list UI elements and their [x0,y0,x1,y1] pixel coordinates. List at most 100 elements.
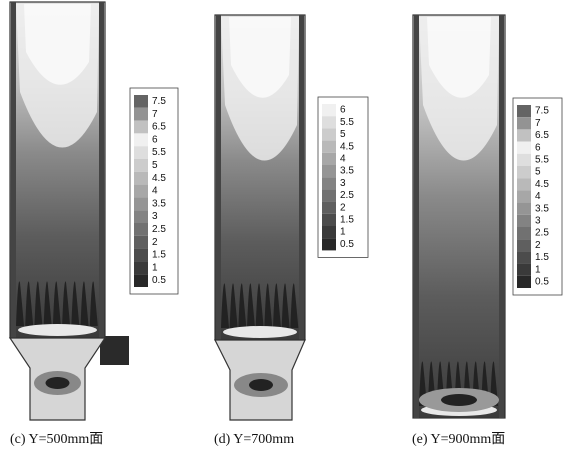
contour-finger [273,283,281,328]
legend-swatch [134,223,148,236]
legend-label: 4 [152,186,158,197]
contour-finger [16,281,24,326]
legend-label: 0.5 [152,275,166,286]
contour-finger [264,283,273,328]
contour-region [229,17,291,98]
contour-finger [34,281,43,326]
legend-label: 5.5 [535,155,549,166]
contour-finger [221,283,229,328]
legend-label: 1.5 [340,215,354,226]
legend-swatch [134,146,148,159]
legend-label: 2 [535,240,541,251]
wall-region [99,2,104,338]
legend-label: 4.5 [535,179,549,190]
legend-label: 6 [340,105,346,116]
contour-region [427,17,491,98]
legend-swatch [134,184,148,198]
legend-label: 5.5 [340,117,354,128]
contour-finger [247,283,255,328]
wall-region [499,15,504,418]
legend-swatch [322,213,336,226]
legend-label: 7.5 [535,106,549,117]
contour-finger [255,283,264,328]
legend-swatch [322,116,336,129]
legend-swatch [517,129,531,142]
contour-finger [25,281,34,326]
legend-swatch [517,178,531,191]
legend-label: 3.5 [535,203,549,214]
legend-label: 2.5 [152,224,166,235]
caption: (c) Y=500mm面 [10,432,103,447]
legend-swatch [517,105,531,118]
legend-swatch [517,190,531,203]
contour-finger [281,283,290,328]
legend-label: 0.5 [340,239,354,250]
legend-label: 4 [535,191,541,202]
legend-label: 6 [152,134,158,145]
legend-swatch [517,166,531,179]
legend-label: 1 [340,227,346,238]
inlet-block [100,336,129,365]
legend-swatch [134,159,148,172]
caption: (d) Y=700mm [214,432,294,447]
legend-label: 1 [152,262,158,273]
contour-region [249,379,273,391]
contour-region [18,324,97,336]
legend-swatch [134,95,148,108]
contour-region [24,4,91,85]
legend-swatch [134,107,148,121]
legend-swatch [134,261,148,275]
legend-swatch [134,120,148,134]
contour-finger [62,281,71,326]
legend-label: 1 [535,264,541,275]
legend-label: 0.5 [535,277,549,288]
legend-label: 7 [152,109,158,120]
legend-label: 3 [535,216,541,227]
legend-swatch [134,235,148,249]
legend-label: 2.5 [340,190,354,201]
legend-label: 1.5 [152,250,166,261]
legend-label: 4.5 [152,173,166,184]
legend-label: 2.5 [535,228,549,239]
legend-swatch [322,177,336,190]
legend-swatch [517,214,531,227]
legend-swatch [134,210,148,223]
legend-swatch [322,238,336,251]
legend-label: 3.5 [152,198,166,209]
wall-region [299,15,304,340]
contour-finger [238,283,247,328]
legend-swatch [322,189,336,202]
legend-label: 7.5 [152,96,166,107]
legend-label: 1.5 [535,252,549,263]
legend-label: 3 [340,178,346,189]
wall-region [216,15,221,340]
legend-label: 4 [340,154,346,165]
legend-label: 2 [152,237,158,248]
legend-label: 5 [535,167,541,178]
legend-swatch [322,152,336,165]
legend-swatch [517,117,531,130]
legend-label: 6.5 [152,122,166,133]
contour-finger [229,283,238,328]
contour-finger [290,283,299,328]
legend-swatch [134,274,148,287]
legend-label: 5.5 [152,147,166,158]
contour-region [223,326,297,338]
contour-finger [52,281,61,326]
legend-swatch [517,251,531,264]
legend-swatch [322,128,336,141]
caption: (e) Y=900mm面 [412,432,505,447]
legend-swatch [134,197,148,211]
legend-label: 6.5 [535,130,549,141]
wall-region [414,15,419,418]
legend-swatch [517,263,531,276]
legend-label: 2 [340,202,346,213]
legend-swatch [322,140,336,153]
legend-label: 3 [152,211,158,222]
legend-label: 3.5 [340,166,354,177]
legend-label: 4.5 [340,141,354,152]
contour-finger [71,281,80,326]
legend-swatch [322,165,336,178]
legend-swatch [134,133,148,147]
